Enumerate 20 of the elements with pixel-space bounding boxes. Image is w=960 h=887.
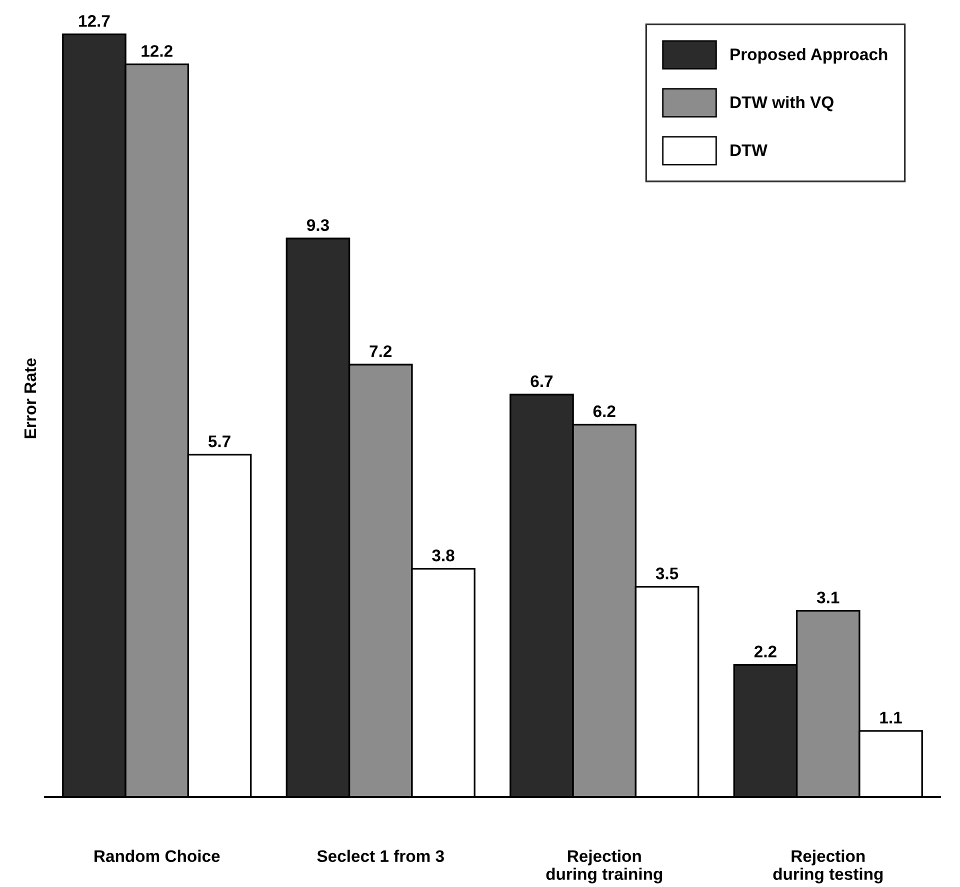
data-label: 1.1 — [880, 712, 902, 724]
x-tick-label: Rejection during testing — [773, 850, 883, 884]
legend-label: DTW with VQ — [730, 96, 834, 112]
data-label: 5.7 — [208, 436, 230, 448]
data-label: 6.7 — [530, 375, 553, 388]
data-label: 12.2 — [142, 45, 172, 57]
legend-label: Proposed Approach — [730, 48, 888, 64]
data-label: 3.8 — [432, 550, 454, 562]
data-label: 3.1 — [816, 592, 840, 604]
legend-label: DTW — [730, 144, 768, 156]
x-tick-label: Random Choice — [94, 850, 220, 862]
y-axis-title: Error Rate — [24, 358, 36, 438]
x-tick-label: Seclect 1 from 3 — [317, 850, 444, 862]
data-label: 3.5 — [656, 568, 678, 580]
data-label: 2.2 — [754, 646, 776, 658]
x-tick-label: Rejection during training — [546, 850, 662, 884]
data-label: 7.2 — [370, 345, 392, 357]
data-label: 6.2 — [593, 405, 616, 418]
data-label: 12.7 — [79, 15, 110, 27]
data-label: 9.3 — [306, 219, 329, 232]
